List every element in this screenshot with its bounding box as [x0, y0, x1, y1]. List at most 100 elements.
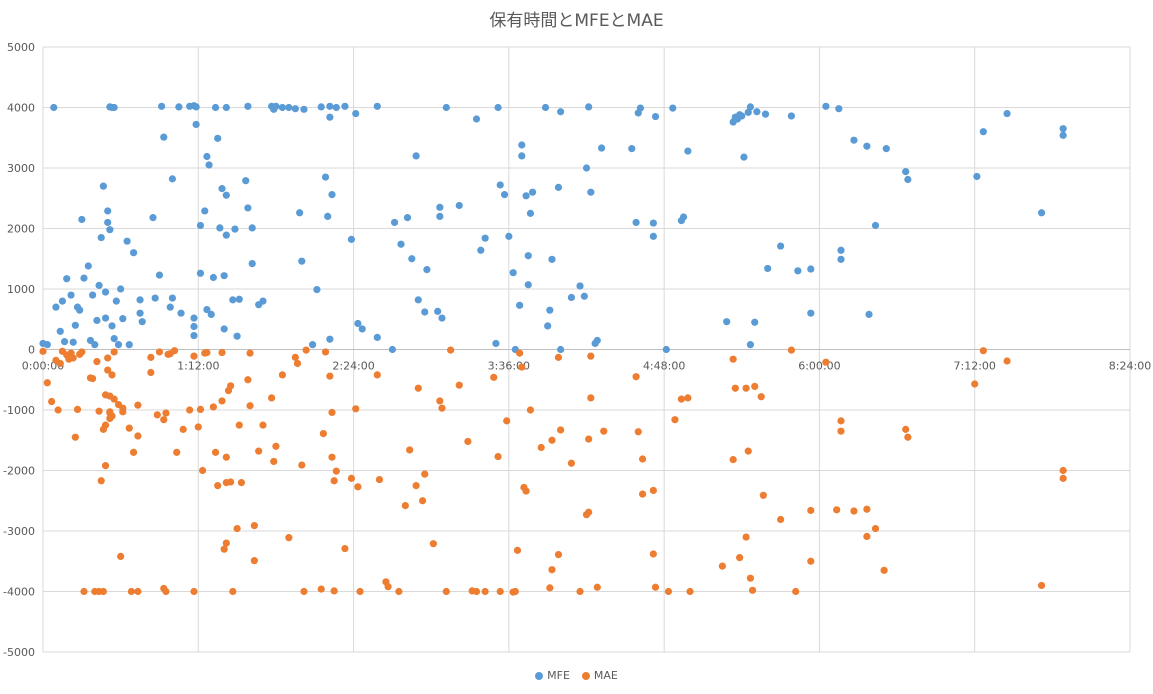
point-mfe	[248, 259, 256, 268]
point-mae	[522, 487, 530, 495]
point-mae	[421, 470, 429, 478]
point-mae	[777, 515, 785, 524]
point-mfe	[117, 285, 125, 293]
point-mae	[649, 486, 657, 495]
point-mfe	[158, 102, 166, 110]
point-mfe	[91, 341, 99, 349]
point-mfe	[358, 325, 366, 333]
point-mae	[173, 448, 181, 456]
point-mae	[494, 452, 502, 461]
point-mae	[526, 406, 535, 414]
point-mfe	[528, 188, 537, 196]
point-mae	[101, 462, 110, 470]
point-mfe	[76, 306, 84, 314]
point-mae	[548, 566, 556, 574]
point-mfe	[168, 175, 177, 183]
point-mae	[330, 477, 338, 485]
point-mae	[293, 359, 302, 368]
point-mae	[837, 427, 845, 435]
point-mfe	[136, 296, 144, 304]
y-tick-label: 4000	[7, 102, 35, 115]
point-mfe	[95, 281, 103, 289]
point-mfe	[332, 103, 340, 112]
point-mfe	[298, 257, 306, 265]
point-mfe	[472, 115, 481, 123]
point-mae	[1059, 466, 1067, 475]
point-mae	[455, 381, 463, 389]
point-mfe	[544, 322, 552, 330]
point-mfe	[229, 296, 237, 304]
point-mae	[198, 466, 207, 475]
point-mae	[447, 346, 455, 354]
point-mae	[395, 587, 403, 596]
point-mfe	[149, 214, 157, 222]
point-mae	[902, 425, 910, 433]
point-mfe	[244, 204, 252, 212]
point-mae	[412, 482, 420, 490]
point-mfe	[455, 201, 463, 210]
point-mae	[302, 346, 310, 354]
point-mfe	[104, 207, 112, 215]
point-mfe	[222, 191, 230, 199]
point-mae	[54, 406, 62, 414]
point-mfe	[168, 294, 177, 302]
point-mfe	[438, 314, 446, 322]
point-mae	[220, 545, 228, 553]
point-mfe	[651, 112, 660, 121]
legend-label-mae: MAE	[593, 669, 618, 682]
point-mfe	[69, 338, 77, 346]
point-mfe	[496, 181, 504, 189]
point-mae	[375, 475, 384, 484]
point-mae	[153, 411, 161, 419]
point-mae	[328, 453, 336, 461]
point-mae	[356, 587, 364, 596]
point-mfe	[136, 309, 144, 317]
point-mae	[341, 544, 349, 553]
point-mfe	[373, 333, 381, 341]
point-mae	[328, 408, 336, 417]
point-mfe	[50, 103, 58, 112]
point-mae	[196, 405, 205, 413]
point-mae	[759, 491, 767, 499]
point-mfe	[110, 335, 118, 343]
point-mae	[119, 404, 127, 412]
point-mfe	[84, 262, 92, 270]
point-mfe	[850, 136, 858, 144]
point-mfe	[203, 305, 211, 314]
point-mae	[634, 428, 642, 436]
point-mae	[638, 490, 647, 498]
point-mfe	[328, 191, 336, 199]
point-mfe	[326, 113, 334, 121]
point-mae	[270, 457, 278, 466]
point-mfe	[317, 103, 325, 111]
point-mfe	[58, 297, 67, 305]
point-mfe	[628, 145, 636, 153]
point-mfe	[373, 102, 381, 110]
point-mae	[190, 587, 198, 596]
point-mfe	[632, 218, 640, 227]
point-mae	[134, 432, 142, 440]
point-mfe	[477, 246, 485, 254]
point-mfe	[865, 310, 873, 319]
point-mae	[833, 506, 841, 514]
point-mae	[516, 349, 524, 357]
point-mae	[218, 348, 226, 357]
point-mae	[134, 401, 142, 409]
point-mfe	[216, 224, 224, 232]
point-mae	[272, 442, 280, 450]
point-mae	[576, 587, 584, 596]
point-mae	[227, 382, 235, 390]
point-mae	[110, 348, 118, 356]
x-tick-label: 8:24:00	[1109, 360, 1151, 373]
point-mae	[233, 524, 241, 533]
point-mae	[162, 409, 170, 417]
point-mfe	[93, 316, 101, 325]
point-mfe	[557, 108, 565, 116]
point-mfe	[201, 207, 209, 215]
point-mae	[48, 397, 56, 406]
point-mae	[1037, 581, 1046, 590]
point-mae	[203, 348, 211, 357]
point-mae	[218, 397, 226, 405]
point-mae	[291, 353, 299, 361]
